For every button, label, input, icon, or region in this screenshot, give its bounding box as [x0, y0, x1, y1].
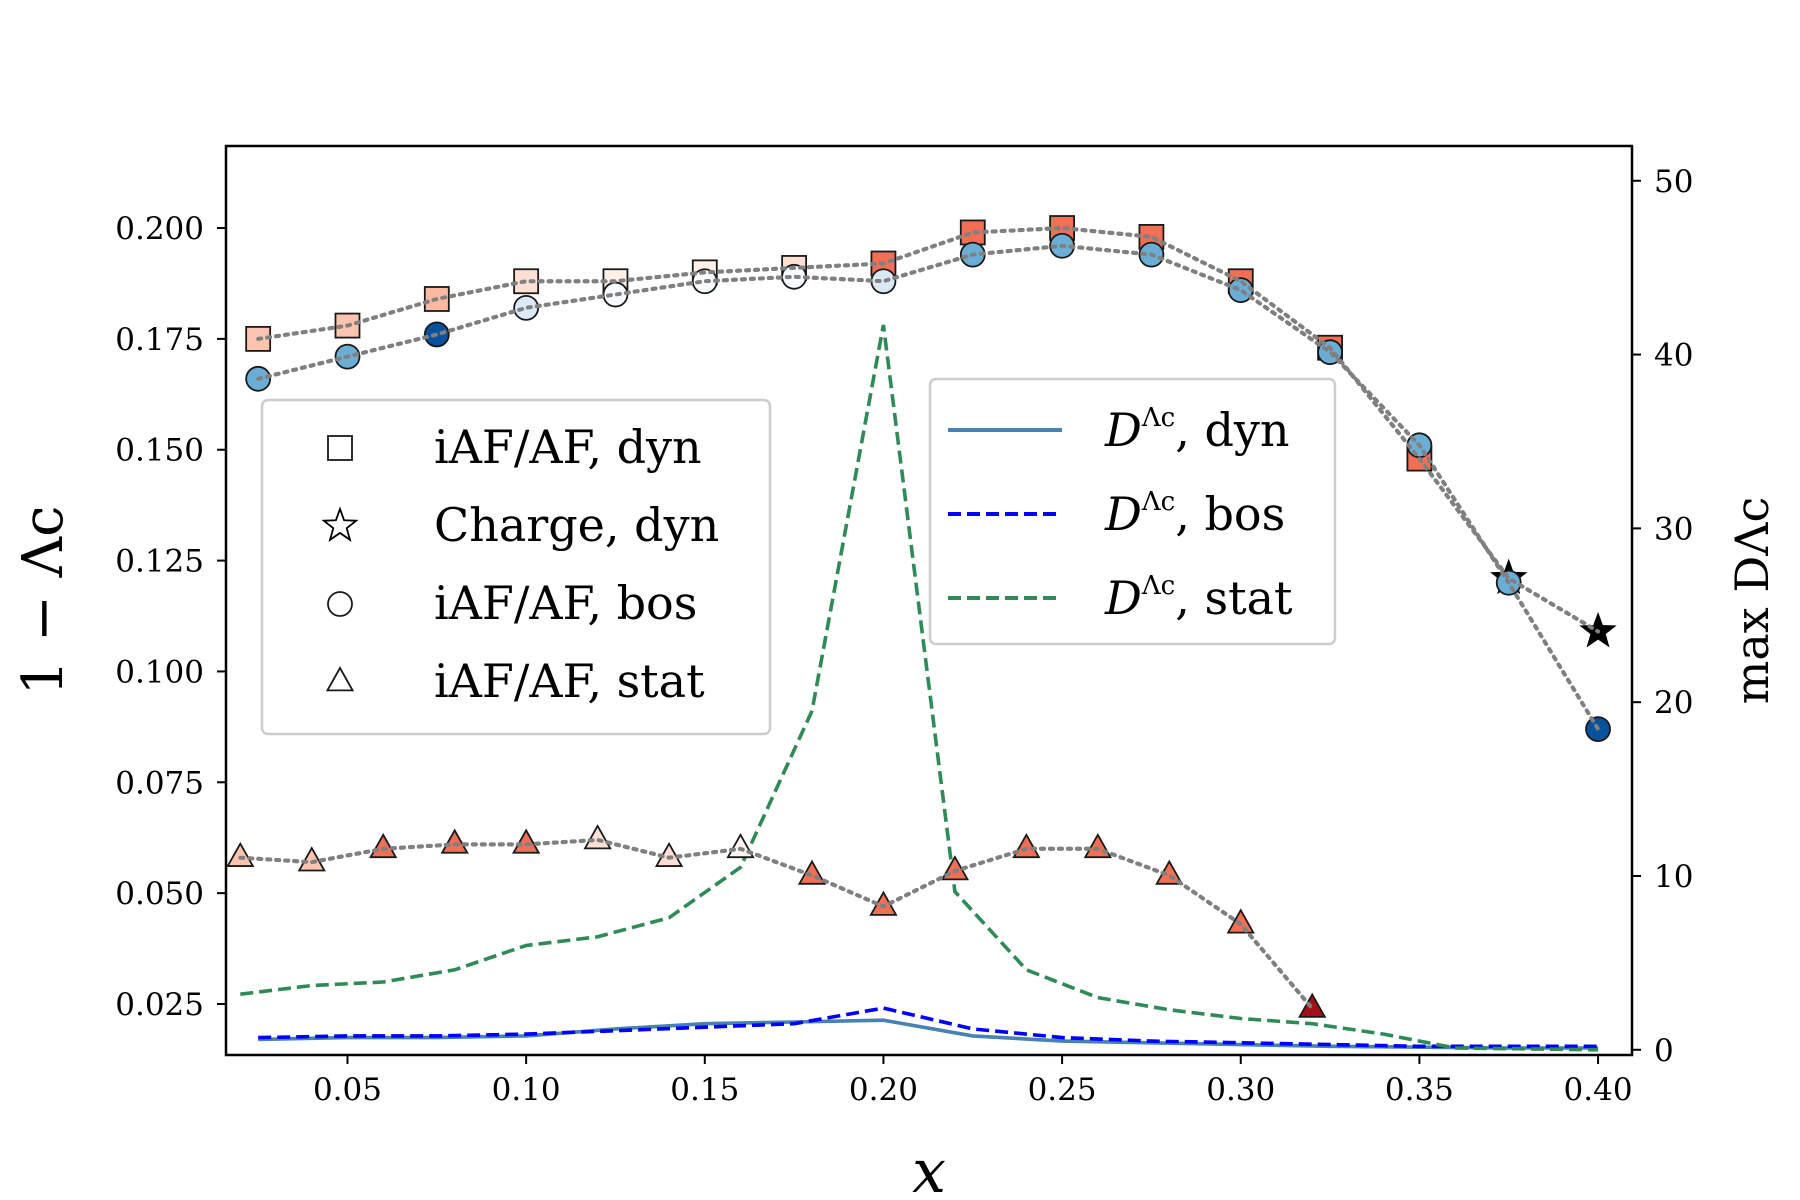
marker-triangle-0 [226, 841, 255, 867]
dotted-overlay-1 [256, 243, 1601, 732]
y-left-tick-label: 0.050 [115, 876, 204, 912]
legend-right-label: DΛc, bos [1104, 487, 1285, 541]
x-tick-label: 0.10 [492, 1072, 561, 1108]
legend-left-label: iAF/AF, stat [434, 654, 705, 708]
y-right-tick-label: 50 [1654, 164, 1693, 200]
y-right-tick-label: 10 [1654, 859, 1693, 895]
legend-left-marker-circle [327, 591, 353, 617]
marker-triangle-14 [1226, 908, 1255, 934]
dotted-connector-3 [238, 837, 1315, 1011]
y-left-tick-label: 0.025 [115, 987, 204, 1023]
marker-triangle-15 [1298, 992, 1327, 1018]
x-tick-label: 0.05 [313, 1072, 382, 1108]
legend-superscript: Λc [1141, 487, 1175, 517]
marker-triangle-1 [297, 846, 326, 872]
legend-symbol: D [1104, 487, 1142, 541]
legend-layer: iAF/AF, dyn Charge, dyn iAF/AF, bos iAF/AF,… [260, 377, 1337, 736]
legend-left-box [260, 398, 772, 736]
line-series-bos [258, 1006, 1599, 1049]
x-tick-label: 0.30 [1206, 1072, 1275, 1108]
y-right-tick-label: 30 [1654, 511, 1693, 547]
legend-left-label: iAF/AF, bos [434, 576, 697, 630]
marker-triangle-4 [511, 828, 541, 854]
legend-suffix: , stat [1175, 571, 1293, 625]
y-left-tick-label: 0.150 [115, 433, 204, 469]
marker-triangle-11 [1012, 832, 1041, 859]
y-left-tick-label: 0.075 [115, 765, 204, 801]
scatter-marker-layer [226, 215, 1617, 1018]
x-tick-label: 0.15 [670, 1072, 739, 1108]
plot-frame [224, 144, 1634, 1057]
x-axis-label: x [912, 1137, 946, 1200]
marker-triangle-3 [440, 828, 469, 854]
marker-triangle-2 [369, 832, 398, 859]
x-tick-label: 0.40 [1564, 1072, 1633, 1108]
legend-left-marker-square [327, 435, 353, 461]
legend-right-label: DΛc, dyn [1104, 403, 1290, 457]
line-series-layer [240, 324, 1599, 1052]
axes-layer: 0.05 0.10 0.15 0.20 0.25 0.30 0.35 0.40 0.025 0.0… [11, 144, 1779, 1200]
legend-left-label: iAF/AF, dyn [434, 420, 702, 474]
legend-superscript: Λc [1141, 571, 1175, 601]
legend-suffix: , bos [1175, 487, 1285, 541]
dotted-overlay-2 [238, 837, 1315, 1011]
x-tick-label: 0.35 [1385, 1072, 1454, 1108]
line-series-stat [240, 324, 1599, 1052]
legend-left-label: Charge, dyn [434, 498, 719, 552]
legend-symbol: D [1104, 403, 1142, 457]
legend-left-marker-star [321, 506, 359, 542]
marker-triangle-5 [583, 824, 612, 850]
y-right-tick-label: 0 [1654, 1033, 1674, 1069]
dotted-overlay-0 [256, 225, 1601, 634]
legend-left-marker-triangle [325, 666, 355, 692]
y-right-tick-label: 40 [1654, 338, 1693, 374]
y-left-tick-label: 0.125 [115, 544, 204, 580]
legend-right-box [928, 377, 1337, 646]
y-left-tick-label: 0.175 [115, 322, 204, 358]
legend-superscript: Λc [1141, 403, 1175, 433]
y-right-tick-label: 20 [1654, 685, 1693, 721]
y-left-axis-label: 1 − Λc [11, 506, 76, 696]
x-tick-label: 0.25 [1028, 1072, 1097, 1108]
x-tick-label: 0.20 [849, 1072, 918, 1108]
y-left-tick-label: 0.100 [115, 654, 204, 690]
legend-suffix: , dyn [1175, 403, 1289, 457]
legend-symbol: D [1104, 571, 1142, 625]
legend-right-label: DΛc, stat [1104, 571, 1293, 625]
y-left-tick-label: 0.200 [115, 211, 204, 247]
y-right-axis-label: max DΛc [1725, 497, 1779, 704]
